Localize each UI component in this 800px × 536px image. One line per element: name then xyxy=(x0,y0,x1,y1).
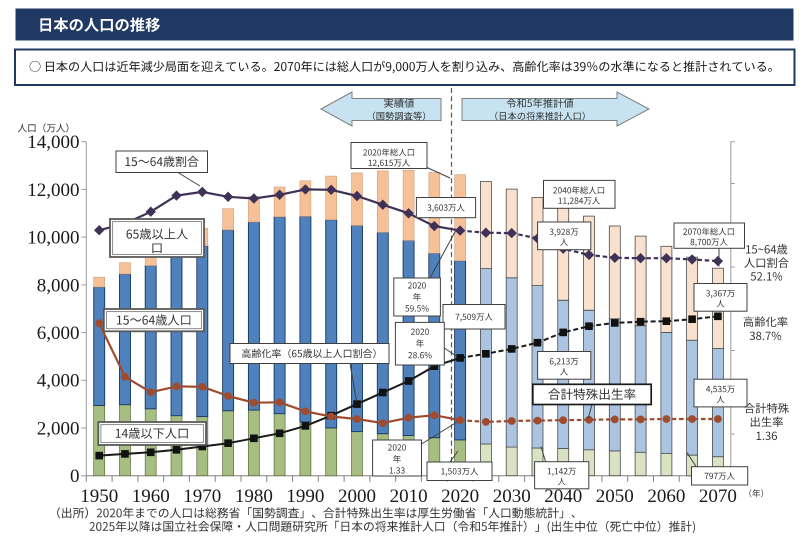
svg-text:2000: 2000 xyxy=(338,486,376,507)
svg-text:0: 0 xyxy=(70,466,80,487)
svg-text:1970: 1970 xyxy=(183,486,221,507)
svg-text:4,000: 4,000 xyxy=(37,371,80,392)
svg-text:8,000: 8,000 xyxy=(37,275,80,296)
svg-text:2040: 2040 xyxy=(544,486,582,507)
svg-text:2060: 2060 xyxy=(647,486,685,507)
svg-text:2070: 2070 xyxy=(699,486,737,507)
svg-text:2,000: 2,000 xyxy=(37,418,80,439)
svg-text:2050: 2050 xyxy=(596,486,634,507)
svg-text:1990: 1990 xyxy=(286,486,324,507)
svg-text:1980: 1980 xyxy=(235,486,273,507)
svg-text:2030: 2030 xyxy=(493,486,531,507)
svg-text:6,000: 6,000 xyxy=(37,323,80,344)
svg-text:12,000: 12,000 xyxy=(27,180,79,201)
svg-text:1960: 1960 xyxy=(132,486,170,507)
svg-text:1950: 1950 xyxy=(80,486,118,507)
svg-text:10,000: 10,000 xyxy=(27,228,79,249)
svg-text:2020: 2020 xyxy=(441,486,479,507)
svg-text:2010: 2010 xyxy=(390,486,428,507)
svg-text:14,000: 14,000 xyxy=(27,132,79,153)
